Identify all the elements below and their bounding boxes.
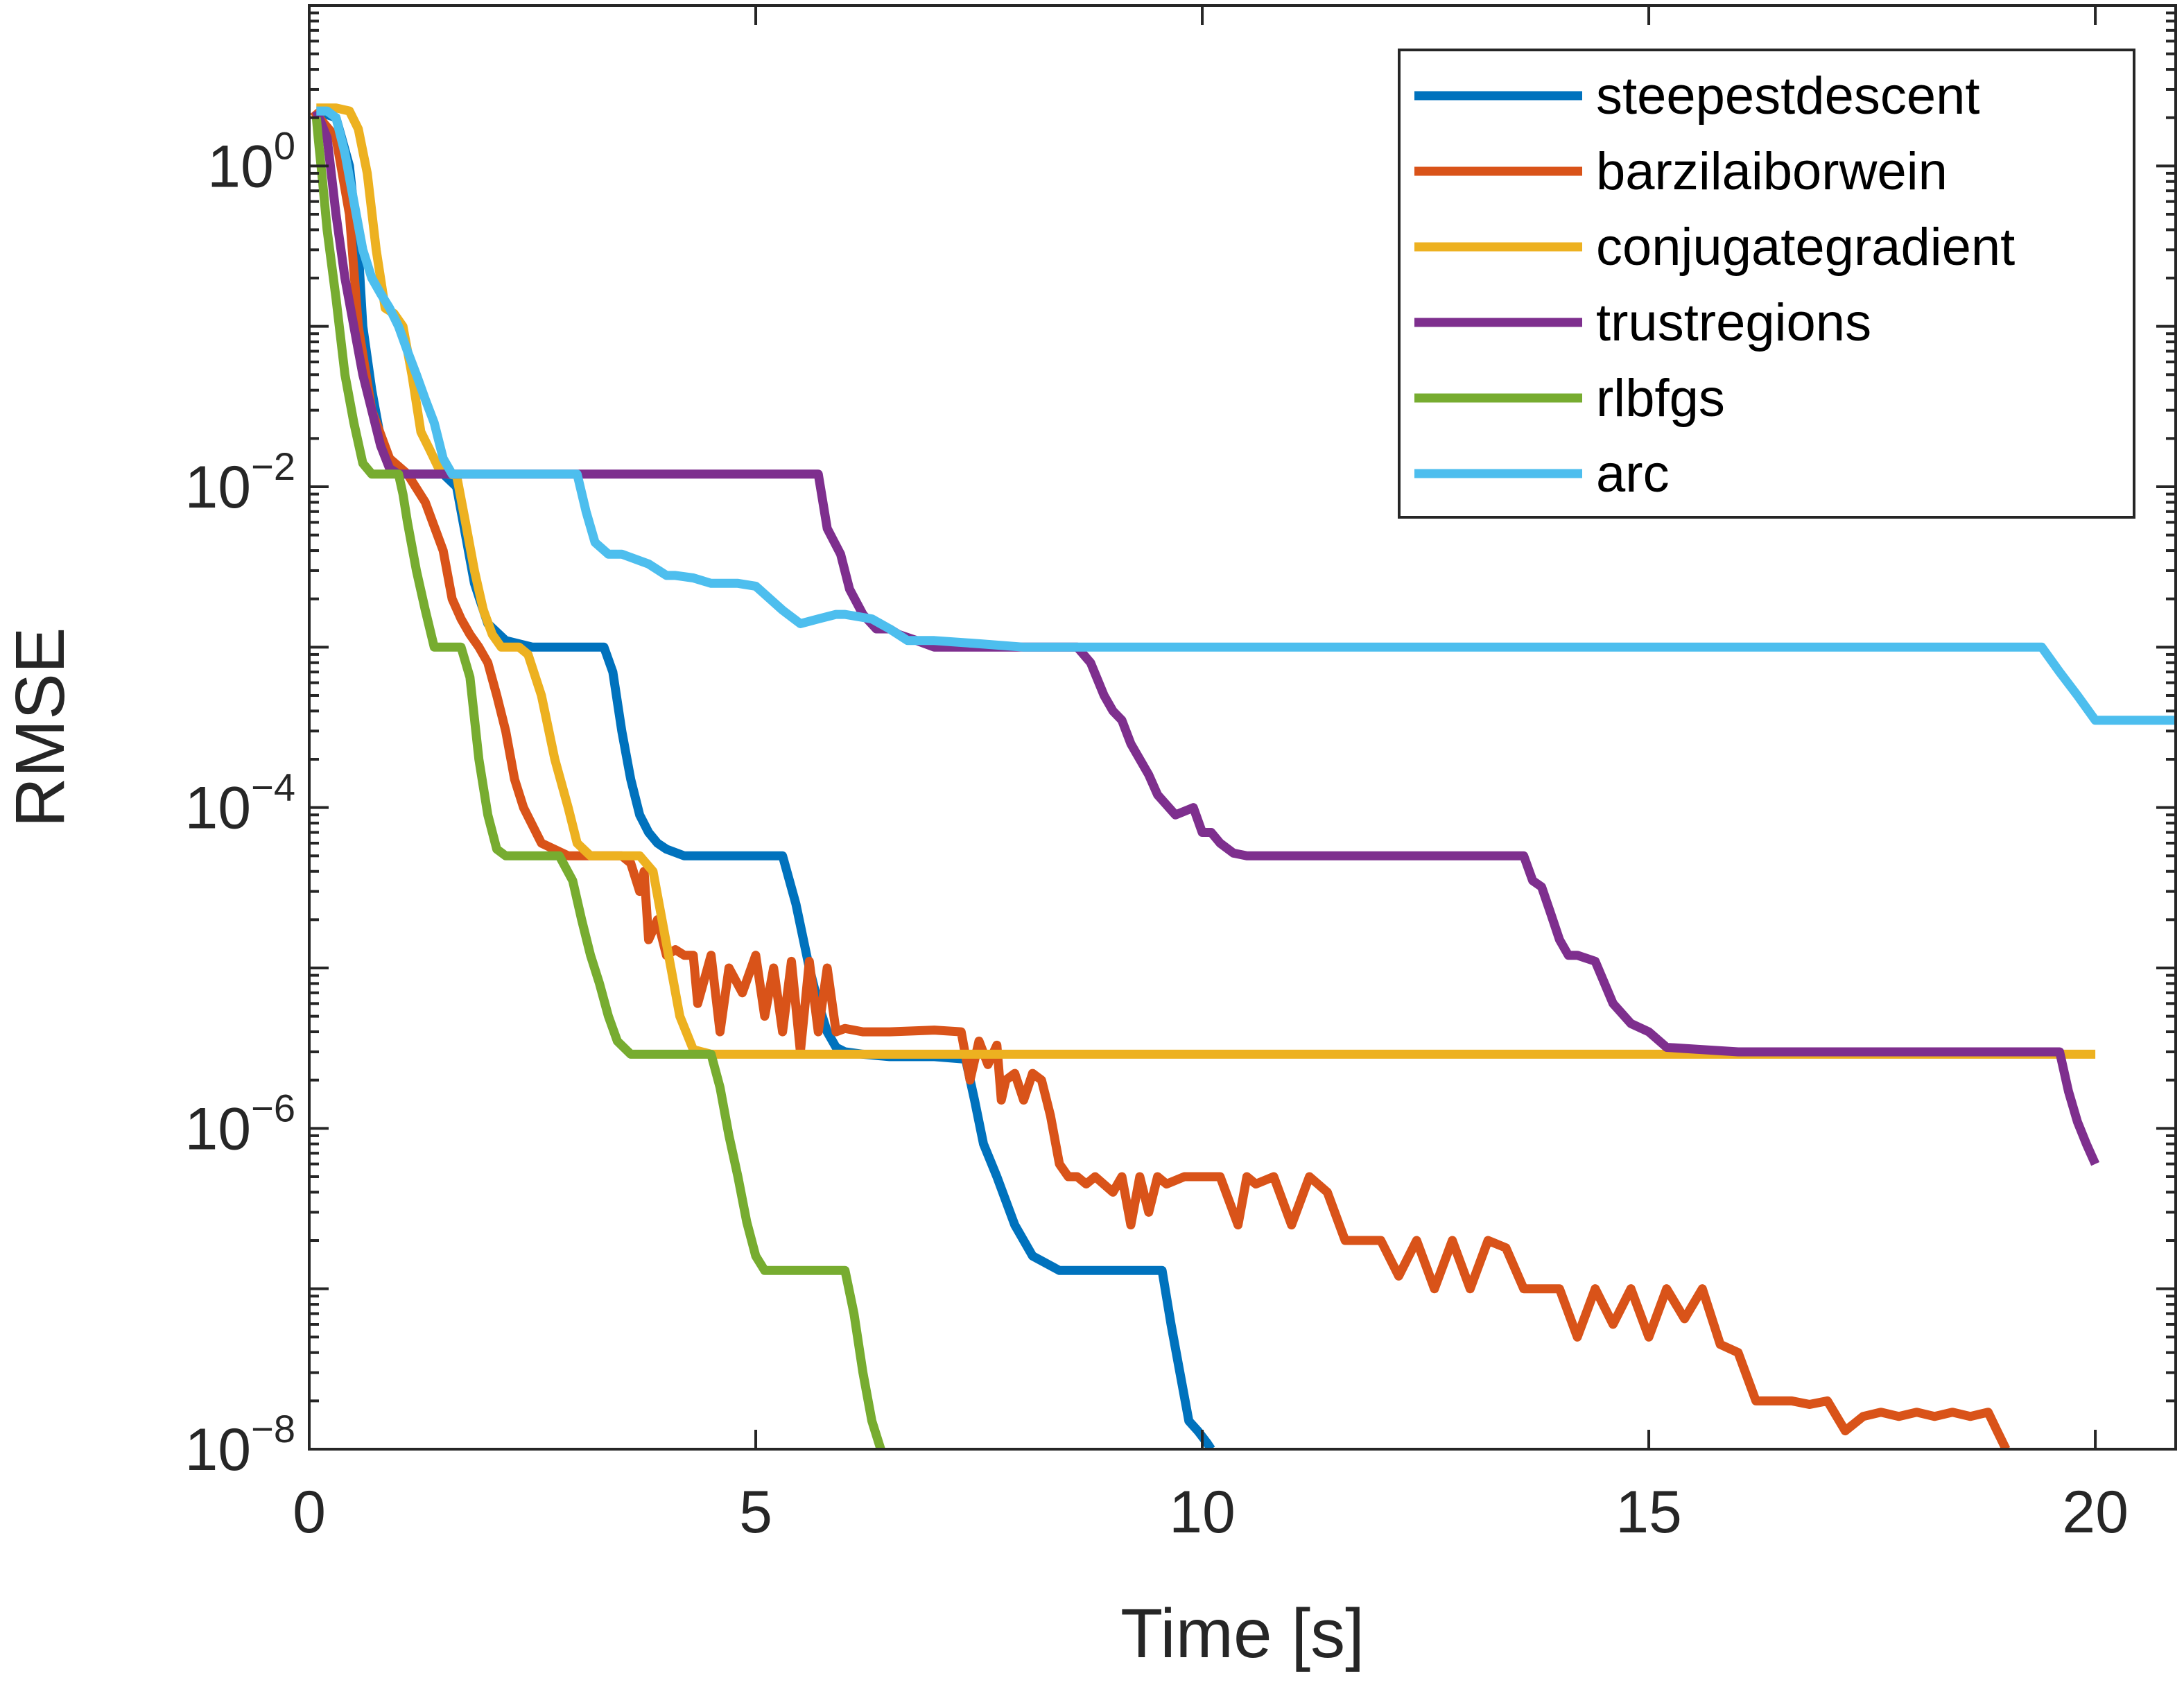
y-tick-label: 10−4 [184, 765, 295, 842]
x-tick-label: 20 [2062, 1479, 2129, 1546]
series-line-arc [316, 106, 2176, 725]
legend-label-trustregions: trustregions [1596, 293, 1871, 352]
axes-box [308, 4, 2177, 1451]
x-tick-label: 5 [739, 1479, 772, 1546]
series-layer [310, 103, 2176, 1449]
y-tick-label-exponent: −8 [251, 1407, 295, 1451]
legend-label-arc: arc [1596, 444, 1670, 503]
legend-label-steepestdescent: steepestdescent [1596, 67, 1980, 126]
y-tick-label-base: 10 [184, 1096, 251, 1162]
y-tick-label-base: 10 [184, 1417, 251, 1483]
x-tick-label: 0 [293, 1479, 326, 1546]
x-tick-label: 10 [1169, 1479, 1236, 1546]
y-tick-label-base: 10 [184, 775, 251, 842]
y-axis-label: RMSE [1, 628, 79, 828]
y-tick-label-exponent: −4 [251, 765, 295, 809]
legend-box [1398, 49, 2135, 519]
legend-label-conjugategradient: conjugategradient [1596, 218, 2015, 277]
y-tick-label-exponent: −2 [251, 444, 295, 488]
legend-label-barzilaiborwein: barzilaiborwein [1596, 142, 1948, 201]
legend: steepestdescent barzilaiborwein conjugateg… [1398, 49, 2135, 519]
y-tick-label-base: 10 [207, 133, 274, 200]
y-tick-label: 10−8 [184, 1407, 295, 1483]
y-tick-label: 100 [207, 123, 295, 200]
x-tick-label: 15 [1615, 1479, 1682, 1546]
y-tick-label: 10−2 [184, 444, 295, 521]
y-tick-label: 10−6 [184, 1086, 295, 1162]
legend-label-rlbfgs: rlbfgs [1596, 369, 1725, 428]
y-tick-label-exponent: −6 [251, 1086, 295, 1130]
y-tick-label-exponent: 0 [274, 123, 295, 167]
series-line-rlbfgs [311, 117, 885, 1449]
y-tick-label-base: 10 [184, 454, 251, 521]
x-axis-label: Time [s] [1120, 1595, 1364, 1672]
